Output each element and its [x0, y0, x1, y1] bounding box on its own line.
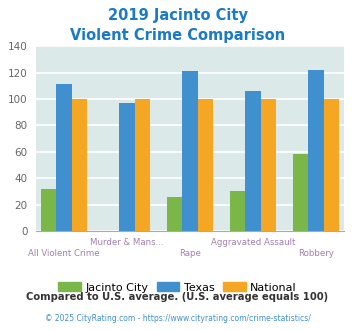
Bar: [72, 99, 87, 231]
Bar: [119, 103, 135, 231]
Bar: [135, 99, 150, 231]
Bar: [324, 99, 339, 231]
Text: Rape: Rape: [179, 249, 201, 258]
Text: Aggravated Assault: Aggravated Assault: [211, 238, 295, 248]
Bar: [198, 99, 213, 231]
Bar: [41, 189, 56, 231]
Bar: [56, 84, 72, 231]
Bar: [245, 91, 261, 231]
Text: Murder & Mans...: Murder & Mans...: [90, 238, 164, 248]
Legend: Jacinto City, Texas, National: Jacinto City, Texas, National: [54, 278, 301, 297]
Text: Robbery: Robbery: [298, 249, 334, 258]
Text: Violent Crime Comparison: Violent Crime Comparison: [70, 28, 285, 43]
Bar: [167, 197, 182, 231]
Text: 2019 Jacinto City: 2019 Jacinto City: [108, 8, 247, 23]
Text: © 2025 CityRating.com - https://www.cityrating.com/crime-statistics/: © 2025 CityRating.com - https://www.city…: [45, 314, 310, 323]
Bar: [182, 71, 198, 231]
Bar: [261, 99, 276, 231]
Text: All Violent Crime: All Violent Crime: [28, 249, 100, 258]
Bar: [308, 70, 324, 231]
Bar: [230, 191, 245, 231]
Bar: [293, 154, 308, 231]
Text: Compared to U.S. average. (U.S. average equals 100): Compared to U.S. average. (U.S. average …: [26, 292, 329, 302]
